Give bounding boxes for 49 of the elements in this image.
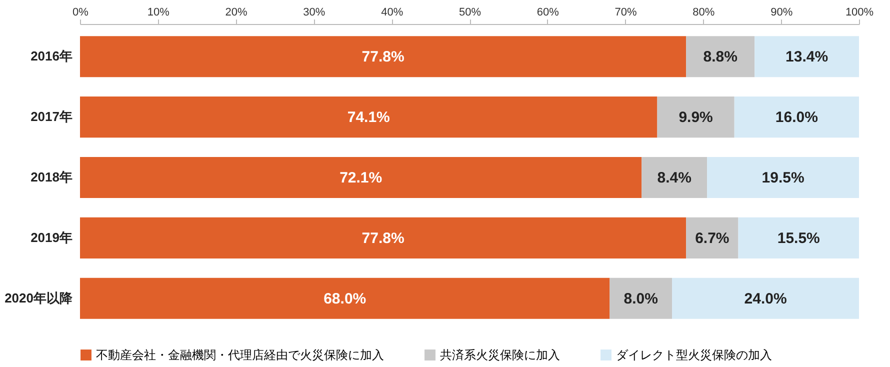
x-tick-label: 50% [458, 6, 482, 18]
x-tick-label: 90% [770, 6, 793, 18]
data-label: 24.0% [744, 290, 787, 308]
y-tick-label: 2018年 [30, 170, 72, 184]
x-tick-label: 10% [147, 6, 170, 18]
data-label: 8.0% [624, 290, 658, 308]
x-tick-label: 80% [692, 6, 715, 18]
y-tick-label: 2019年 [30, 230, 72, 245]
bar [707, 156, 859, 198]
bar [80, 36, 686, 78]
data-label: 9.9% [678, 109, 713, 126]
data-label: 77.8% [362, 48, 404, 66]
x-tick-label: 0% [72, 6, 89, 18]
y-tick-label: 2016年 [30, 48, 72, 64]
legend-label: 不動産会社・金融機関・代理店経由で火災保険に加入 [96, 348, 384, 362]
data-label: 15.5% [777, 230, 820, 247]
x-tick-label: 60% [536, 6, 560, 18]
data-label: 13.4% [786, 48, 828, 66]
data-label: 77.8% [362, 230, 404, 247]
bar [80, 156, 642, 198]
data-label: 8.8% [703, 48, 738, 66]
bar [80, 96, 658, 138]
y-tick-label: 2020年以降 [4, 290, 74, 306]
y-tick-label: 2017年 [30, 109, 72, 124]
data-label: 74.1% [347, 109, 390, 126]
data-label: 72.1% [340, 170, 382, 186]
legend-label: ダイレクト型火災保険の加入 [616, 348, 772, 362]
x-tick-label: 100% [845, 6, 874, 18]
bar [686, 217, 738, 258]
x-tick-label: 40% [381, 6, 404, 18]
x-tick-label: 20% [225, 6, 248, 18]
bar [672, 278, 859, 319]
bar [657, 96, 734, 138]
bar [80, 278, 610, 319]
bar [754, 36, 859, 78]
bar [734, 96, 859, 138]
bar [738, 217, 859, 258]
data-label: 68.0% [324, 290, 366, 308]
data-label: 16.0% [775, 109, 818, 126]
bar [80, 217, 686, 258]
data-label: 19.5% [762, 170, 804, 186]
x-tick-label: 30% [303, 6, 326, 18]
legend-label: 共済系火災保険に加入 [440, 348, 560, 362]
bar [610, 278, 672, 319]
bar [642, 156, 708, 198]
bar [686, 36, 755, 78]
data-label: 8.4% [657, 170, 692, 186]
x-tick-label: 70% [614, 6, 638, 18]
data-label: 6.7% [695, 230, 730, 247]
